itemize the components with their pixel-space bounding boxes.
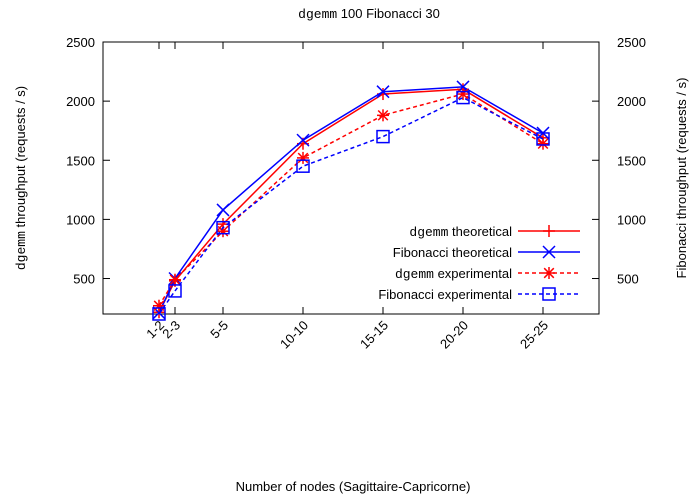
plot-frame [102, 41, 600, 315]
x-tick-label: 20-20 [437, 318, 471, 352]
y-left-tick-label: 1000 [66, 212, 95, 227]
legend-label-rest: Fibonacci experimental [378, 287, 512, 302]
y-left-tick-label: 1500 [66, 153, 95, 168]
x-tick-label: 2-3 [159, 318, 183, 342]
legend-label-rest: Fibonacci theoretical [393, 245, 512, 260]
y-left-tick-label: 2500 [66, 35, 95, 50]
chart-title-rest: 100 Fibonacci 30 [337, 6, 440, 21]
series-line [153, 88, 549, 312]
y-right-tick-label: 500 [617, 272, 639, 287]
legend-entry: Fibonacci theoretical [393, 245, 580, 260]
data-point [377, 109, 389, 122]
x-tick-label: 10-10 [277, 318, 311, 352]
data-point [536, 132, 550, 146]
legend: dgemm theoretical Fibonacci theoretical dg… [378, 224, 580, 302]
legend-label-mono: dgemm [409, 225, 448, 240]
x-tick-label: 15-15 [357, 318, 391, 352]
x-axis: 1-22-3 5-5 10-10 15-15 20-20 25-25 [143, 42, 551, 352]
series-line [153, 83, 549, 319]
series-line [152, 90, 550, 321]
data-point [297, 151, 309, 164]
data-point [542, 287, 556, 301]
data-point [296, 159, 310, 173]
data-point [168, 284, 182, 298]
chart-title-mono: dgemm [298, 7, 337, 22]
y-left-tick-label: 2000 [66, 94, 95, 109]
y-left-tick-label: 500 [73, 272, 95, 287]
y-right-tick-label: 1000 [617, 212, 646, 227]
y-axis-left-label: dgemm throughput (requests / s) [13, 86, 29, 270]
y-axis-left-label-mono: dgemm [14, 231, 29, 270]
y-right-tick-label: 2000 [617, 94, 646, 109]
data-point [216, 203, 230, 217]
legend-label-mono: dgemm [395, 267, 434, 282]
legend-label-rest: theoretical [448, 224, 512, 239]
y-axis-right-label: Fibonacci throughput (requests / s) [674, 78, 689, 279]
series-path [158, 96, 544, 315]
y-right-tick-label: 1500 [617, 153, 646, 168]
data-point [296, 133, 310, 147]
chart-title: dgemm 100 Fibonacci 30 [298, 6, 440, 22]
data-point [376, 129, 390, 144]
series-line [152, 80, 550, 320]
data-point [457, 88, 469, 101]
data-point [543, 225, 555, 237]
legend-label: Fibonacci theoretical [393, 245, 512, 260]
data-point [169, 273, 181, 286]
data-point [543, 267, 555, 279]
data-point [537, 137, 549, 150]
legend-label: Fibonacci experimental [378, 287, 512, 302]
legend-label-rest: experimental [434, 266, 512, 281]
series-layer [152, 80, 550, 321]
data-point [456, 90, 470, 105]
legend-label: dgemm theoretical [409, 224, 512, 240]
x-tick-label: 5-5 [207, 318, 231, 342]
y-axis-right: 500 1000 1500 2000 2500 [592, 35, 646, 287]
y-axis-left-label-rest: throughput (requests / s) [13, 86, 28, 231]
data-point [216, 220, 230, 235]
x-tick-label: 25-25 [517, 318, 551, 352]
x-axis-label: Number of nodes (Sagittaire-Capricorne) [236, 479, 471, 494]
data-point [152, 307, 166, 321]
data-point [542, 245, 556, 259]
legend-entry: dgemm theoretical [409, 224, 580, 240]
data-point [376, 85, 390, 99]
legend-label: dgemm experimental [395, 266, 512, 282]
legend-entry: dgemm experimental [395, 266, 580, 282]
y-right-tick-label: 2500 [617, 35, 646, 50]
y-axis-left: 500 1000 1500 2000 2500 [66, 35, 110, 287]
data-point [153, 299, 165, 312]
legend-entry: Fibonacci experimental [378, 287, 580, 302]
